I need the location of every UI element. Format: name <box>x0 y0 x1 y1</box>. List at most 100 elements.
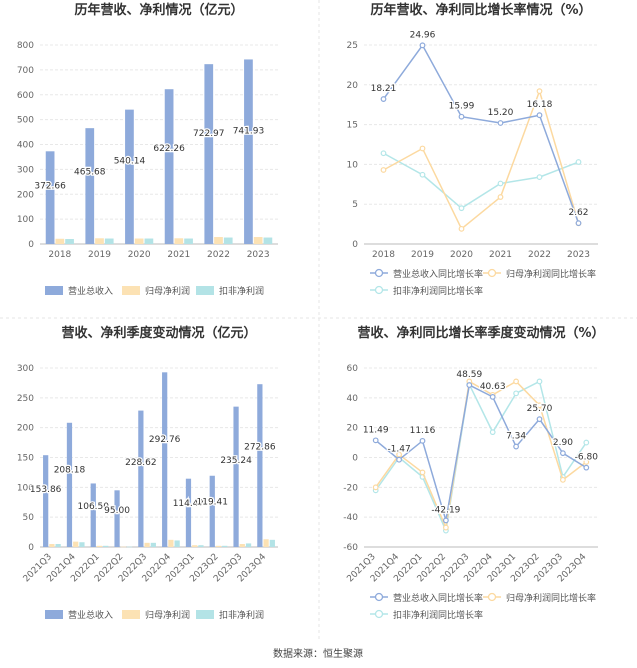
data-label: 95.00 <box>104 506 130 516</box>
data-point <box>372 484 379 491</box>
legend-swatch <box>45 610 63 619</box>
y-tick-label: 0 <box>352 240 358 250</box>
y-tick-label: 700 <box>17 66 34 76</box>
data-point <box>380 167 387 173</box>
x-tick-label: 2021 <box>167 250 190 260</box>
x-tick-label: 2018 <box>372 250 395 260</box>
legend-swatch <box>196 610 214 619</box>
data-label: 622.26 <box>153 144 185 154</box>
bar <box>204 64 214 244</box>
bar <box>198 545 204 547</box>
data-point <box>497 194 504 200</box>
data-point <box>560 450 566 457</box>
x-tick-label: 2019 <box>411 250 434 260</box>
series-line <box>383 88 580 231</box>
data-label: -42.19 <box>431 505 460 515</box>
x-tick-label: 2021 <box>489 250 512 260</box>
y-tick-label: 15 <box>347 121 358 131</box>
bar <box>184 238 193 244</box>
bar <box>162 372 168 547</box>
data-point <box>380 150 387 157</box>
bar <box>90 483 96 547</box>
y-tick-label: 20 <box>347 424 359 434</box>
legend-marker <box>374 285 384 295</box>
x-tick-label: 2019 <box>88 250 111 260</box>
data-point <box>489 393 496 400</box>
y-tick-label: 150 <box>17 454 34 464</box>
bar <box>144 542 150 547</box>
x-tick-label: 2022 <box>528 250 551 260</box>
data-point <box>419 42 426 49</box>
legend-label: 营业总收入 <box>68 609 113 621</box>
y-tick-label: -60 <box>343 543 358 553</box>
data-label: 48.59 <box>456 370 482 380</box>
data-label: 11.16 <box>410 426 436 436</box>
legend-label: 营业总收入同比增长率 <box>393 268 483 280</box>
y-tick-label: 400 <box>17 141 34 151</box>
bar <box>55 238 65 244</box>
data-point <box>536 112 543 119</box>
bar <box>263 539 269 547</box>
bar <box>85 128 95 244</box>
bar <box>55 544 61 547</box>
data-point <box>458 225 465 232</box>
data-label: 2.62 <box>568 208 588 218</box>
data-point <box>497 180 504 187</box>
bar <box>263 237 273 244</box>
y-tick-label: 100 <box>17 215 34 225</box>
data-point <box>380 96 387 102</box>
legend-marker <box>374 609 384 619</box>
y-tick-label: 200 <box>17 190 34 200</box>
bar <box>65 239 74 244</box>
annual-growth-rate-chart: 历年营收、净利同比增长率情况（%） 0 5 10 15 20 25 2018 2019 2020 2… <box>347 2 598 297</box>
bar <box>269 539 275 547</box>
legend-marker <box>374 592 384 602</box>
y-tick-label: 600 <box>17 91 34 101</box>
bar <box>185 478 192 547</box>
legend-marker <box>487 592 497 602</box>
data-point <box>513 443 519 450</box>
bar <box>192 545 198 547</box>
data-label: 540.14 <box>114 156 146 166</box>
y-tick-label: 800 <box>17 41 34 51</box>
y-tick-label: 5 <box>352 200 358 210</box>
data-point <box>489 429 496 436</box>
data-label: 40.63 <box>480 382 506 392</box>
data-point <box>396 456 403 463</box>
legend-marker <box>487 268 497 278</box>
series-line <box>382 43 580 224</box>
annual-revenue-profit-chart: 历年营收、净利情况（亿元） 0 100 200 300 400 500 600 700 800 20… <box>17 2 278 297</box>
bar <box>138 410 144 547</box>
legend-swatch <box>122 286 140 295</box>
y-tick-label: 20 <box>347 81 359 91</box>
data-point <box>513 390 519 397</box>
legend-label: 扣非净利润 <box>219 609 264 621</box>
bar <box>209 475 215 547</box>
data-point <box>575 159 582 165</box>
data-label: 272.86 <box>244 442 276 452</box>
bar <box>164 89 174 244</box>
data-label: 7.34 <box>506 432 526 442</box>
quarterly-growth-rate-chart: 营收、净利同比增长率季度变动情况（%）-60-40-2002040602021Q… <box>343 325 604 621</box>
data-label: 11.49 <box>363 425 389 435</box>
data-point <box>419 469 426 476</box>
data-label: 15.99 <box>449 102 475 112</box>
data-label: -1.47 <box>387 445 410 455</box>
bar <box>45 151 55 244</box>
bar <box>104 238 114 244</box>
x-tick-label: 2022 <box>207 250 230 260</box>
data-point <box>536 88 543 95</box>
data-label: 372.66 <box>34 181 66 191</box>
x-tick-label: 2018 <box>48 250 71 260</box>
data-label: 208.18 <box>54 465 86 475</box>
legend-label: 扣非净利润同比增长率 <box>393 285 483 297</box>
legend-swatch <box>122 610 140 619</box>
bar <box>214 237 223 244</box>
data-point <box>575 220 582 227</box>
bar <box>168 539 174 547</box>
y-tick-label: 0 <box>352 454 358 464</box>
bar <box>120 546 126 548</box>
data-label: 119.41 <box>197 497 229 507</box>
bar <box>239 544 245 547</box>
y-tick-label: 100 <box>17 483 34 493</box>
